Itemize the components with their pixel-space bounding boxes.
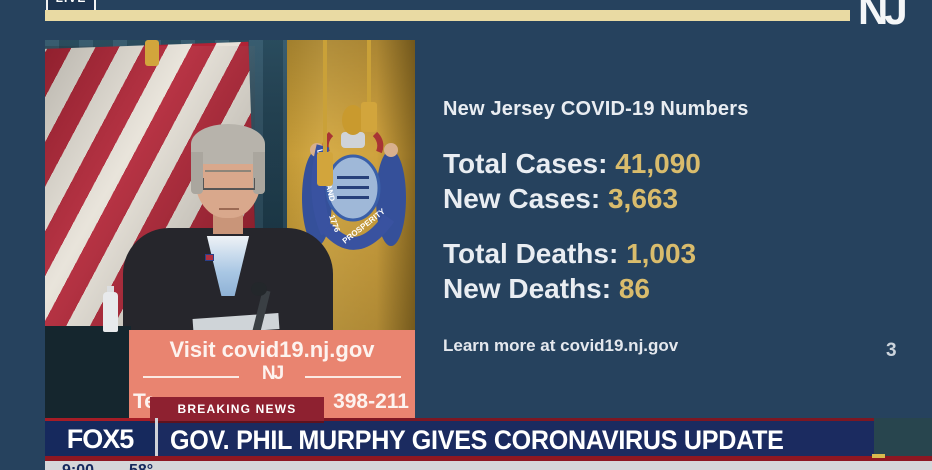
banner-red-underline	[45, 456, 932, 461]
water-bottle-cap	[107, 286, 114, 294]
sign-divider	[305, 376, 401, 378]
water-bottle	[103, 292, 118, 332]
ticker-strip: 9:00 58°	[45, 461, 932, 470]
governor-mouth	[219, 208, 239, 210]
governor-brow	[205, 170, 251, 172]
headline-text: GOV. PHIL MURPHY GIVES CORONAVIRUS UPDAT…	[170, 425, 784, 455]
stat-new-cases: New Cases: 3,663	[443, 183, 678, 215]
sign-phone-fragment: 398-211	[333, 390, 409, 413]
podium-side	[45, 326, 131, 420]
lower-third-right-block	[874, 418, 932, 456]
stat-total-cases: Total Cases: 41,090	[443, 148, 701, 180]
podium-sign-url: Visit covid19.nj.gov	[169, 337, 375, 362]
flag-cord	[323, 40, 327, 160]
stat-label: New Deaths:	[443, 273, 619, 304]
stat-value: 41,090	[615, 148, 701, 179]
nj-corner-logo-clip: NJ	[856, 0, 910, 42]
station-logo-box: FOX5	[45, 418, 155, 459]
top-gold-bar	[45, 10, 850, 21]
live-badge: LIVE	[46, 0, 96, 10]
governor-hair	[191, 152, 203, 194]
governor-hair	[253, 152, 265, 194]
lower-third-gap	[155, 418, 158, 456]
stat-label: Total Deaths:	[443, 238, 627, 269]
live-badge-clip: LIVE	[46, 0, 98, 10]
sign-divider	[143, 376, 239, 378]
flag-lapel-pin-icon	[205, 254, 214, 261]
breaking-news-badge: BREAKING NEWS	[150, 397, 324, 423]
governor-hair	[191, 124, 265, 164]
flag-cord	[367, 40, 371, 110]
covid-panel-title: New Jersey COVID-19 Numbers	[443, 98, 749, 120]
flag-tassel	[317, 152, 333, 186]
stat-value: 1,003	[626, 238, 697, 269]
yellow-tick	[872, 454, 885, 458]
flag-tassel	[145, 40, 159, 66]
stat-value: 3,663	[607, 183, 679, 214]
headline-banner: GOV. PHIL MURPHY GIVES CORONAVIRUS UPDAT…	[158, 418, 874, 459]
stat-label: New Cases:	[443, 183, 608, 214]
flag-tassel	[361, 102, 377, 132]
stat-value: 86	[618, 273, 650, 304]
temperature: 58°	[129, 462, 153, 470]
clock-time: 9:00	[62, 462, 94, 470]
press-conference-video: LIBERTY AND 1776 PROSPERITY Visit covid1…	[45, 40, 415, 420]
slide-number: 3	[886, 340, 897, 361]
sign-nj-logo-icon: NJ	[261, 363, 284, 384]
glasses-icon	[203, 178, 255, 190]
fox5-logo: FOX5	[66, 424, 135, 454]
covid-panel-footer: Learn more at covid19.nj.gov	[443, 336, 679, 355]
stat-label: Total Cases:	[443, 148, 616, 179]
stat-new-deaths: New Deaths: 86	[443, 273, 650, 305]
stat-total-deaths: Total Deaths: 1,003	[443, 238, 696, 270]
nj-logo-icon: NJ	[858, 0, 908, 33]
microphone-head	[251, 282, 267, 296]
